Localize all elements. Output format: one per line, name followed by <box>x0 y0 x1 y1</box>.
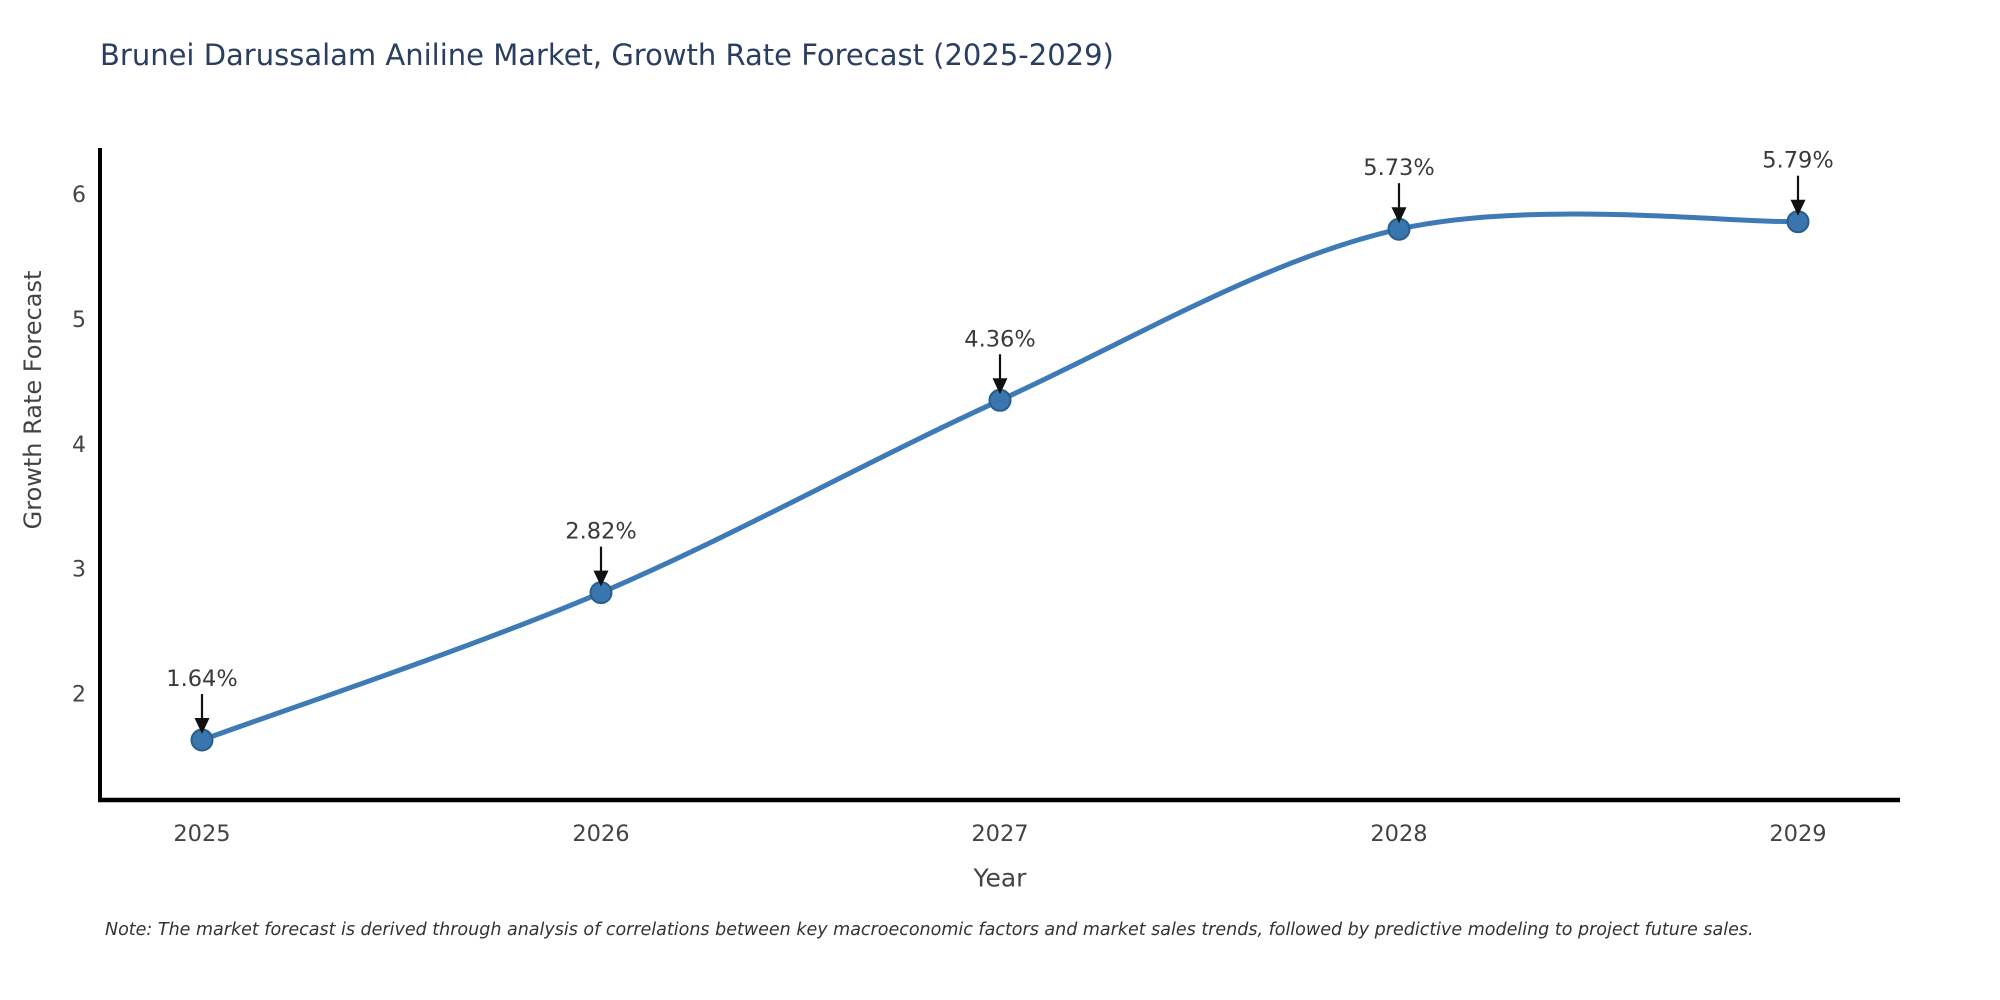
annotation-arrowhead <box>1790 199 1806 216</box>
x-tick-label: 2029 <box>1769 821 1826 847</box>
chart-title: Brunei Darussalam Aniline Market, Growth… <box>100 38 1114 72</box>
annotation-arrowhead <box>1391 207 1407 224</box>
x-tick-label: 2026 <box>572 821 629 847</box>
data-point-label: 4.36% <box>964 326 1035 352</box>
x-tick-label: 2025 <box>173 821 230 847</box>
y-tick-label: 6 <box>72 183 86 208</box>
y-tick-label: 4 <box>72 433 86 458</box>
y-tick-label: 5 <box>72 308 86 333</box>
data-point-label: 2.82% <box>565 519 636 545</box>
y-axis-title: Growth Rate Forecast <box>19 270 47 530</box>
annotation-arrowhead <box>992 378 1008 395</box>
data-point-label: 5.79% <box>1762 148 1833 174</box>
x-tick-label: 2027 <box>971 821 1028 847</box>
annotation-arrowhead <box>593 570 609 587</box>
y-tick-label: 2 <box>72 683 86 708</box>
annotation-arrowhead <box>194 718 210 735</box>
x-tick-label: 2028 <box>1370 821 1427 847</box>
y-tick-label: 3 <box>72 558 86 583</box>
x-axis-title: Year <box>973 863 1027 893</box>
data-point-label: 5.73% <box>1363 155 1434 181</box>
forecast-line <box>199 211 1801 743</box>
footnote: Note: The market forecast is derived thr… <box>105 920 1754 940</box>
data-point-label: 1.64% <box>166 666 237 692</box>
